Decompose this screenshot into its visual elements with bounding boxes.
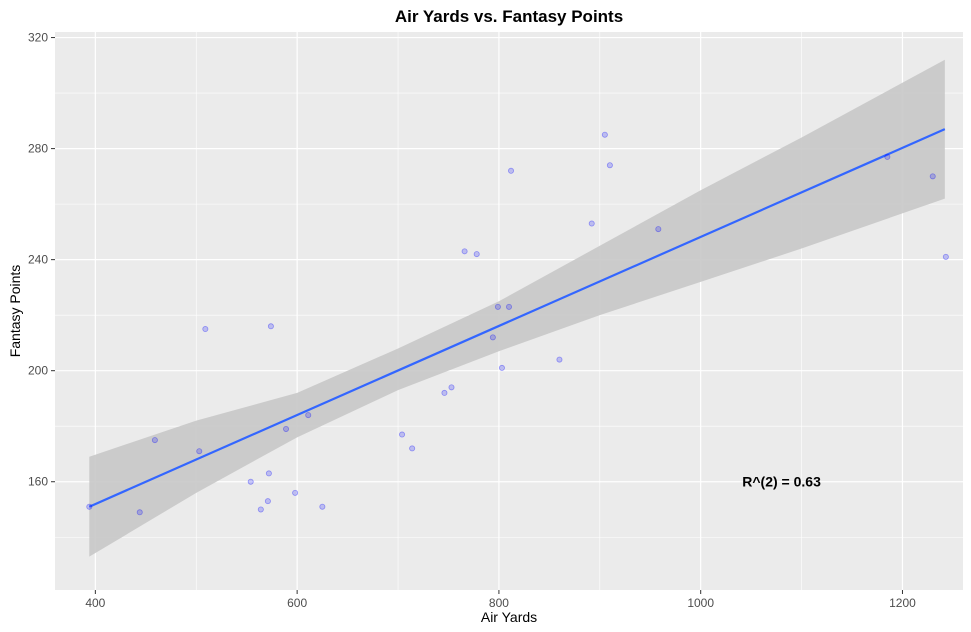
data-point — [257, 506, 264, 513]
data-point — [441, 389, 448, 396]
x-axis-ticks: 400 600 800 1000 1200 — [85, 590, 916, 610]
data-point — [265, 470, 272, 477]
y-axis-ticks: 160 200 240 280 320 — [28, 31, 55, 489]
data-point — [319, 503, 326, 510]
data-point — [494, 303, 501, 310]
data-point — [292, 489, 299, 496]
data-point — [942, 253, 949, 260]
data-point — [409, 445, 416, 452]
data-point — [655, 226, 662, 233]
data-point — [264, 498, 271, 505]
regression-line — [88, 128, 946, 508]
x-tick-label: 600 — [287, 596, 307, 610]
data-point — [606, 162, 613, 169]
data-point — [399, 431, 406, 438]
y-tick-label: 160 — [28, 475, 48, 489]
chart-title: Air Yards vs. Fantasy Points — [395, 7, 623, 26]
confidence-band — [89, 59, 945, 557]
data-point — [151, 437, 158, 444]
data-point — [136, 509, 143, 516]
data-point — [305, 412, 312, 419]
data-point — [86, 503, 93, 510]
x-tick-label: 400 — [85, 596, 105, 610]
data-point — [601, 131, 608, 138]
data-point — [202, 326, 209, 333]
y-tick-label: 320 — [28, 31, 48, 45]
r-squared-annotation: R^(2) = 0.63 — [742, 474, 821, 490]
data-point — [461, 248, 468, 255]
data-point — [508, 167, 515, 174]
y-tick-label: 280 — [28, 142, 48, 156]
y-tick-label: 240 — [28, 253, 48, 267]
y-axis-title: Fantasy Points — [7, 265, 23, 358]
y-tick-label: 200 — [28, 364, 48, 378]
x-tick-label: 800 — [489, 596, 509, 610]
data-point — [556, 356, 563, 363]
data-point — [498, 364, 505, 371]
data-point — [489, 334, 496, 341]
data-point — [267, 323, 274, 330]
data-point — [473, 251, 480, 258]
data-points — [86, 131, 949, 516]
data-point — [196, 448, 203, 455]
data-point — [448, 384, 455, 391]
data-point — [588, 220, 595, 227]
x-tick-label: 1000 — [687, 596, 714, 610]
x-tick-label: 1200 — [889, 596, 916, 610]
data-point — [929, 173, 936, 180]
data-point — [505, 303, 512, 310]
data-point — [884, 153, 891, 160]
x-axis-title: Air Yards — [481, 609, 537, 625]
data-point — [247, 478, 254, 485]
data-point — [283, 425, 290, 432]
